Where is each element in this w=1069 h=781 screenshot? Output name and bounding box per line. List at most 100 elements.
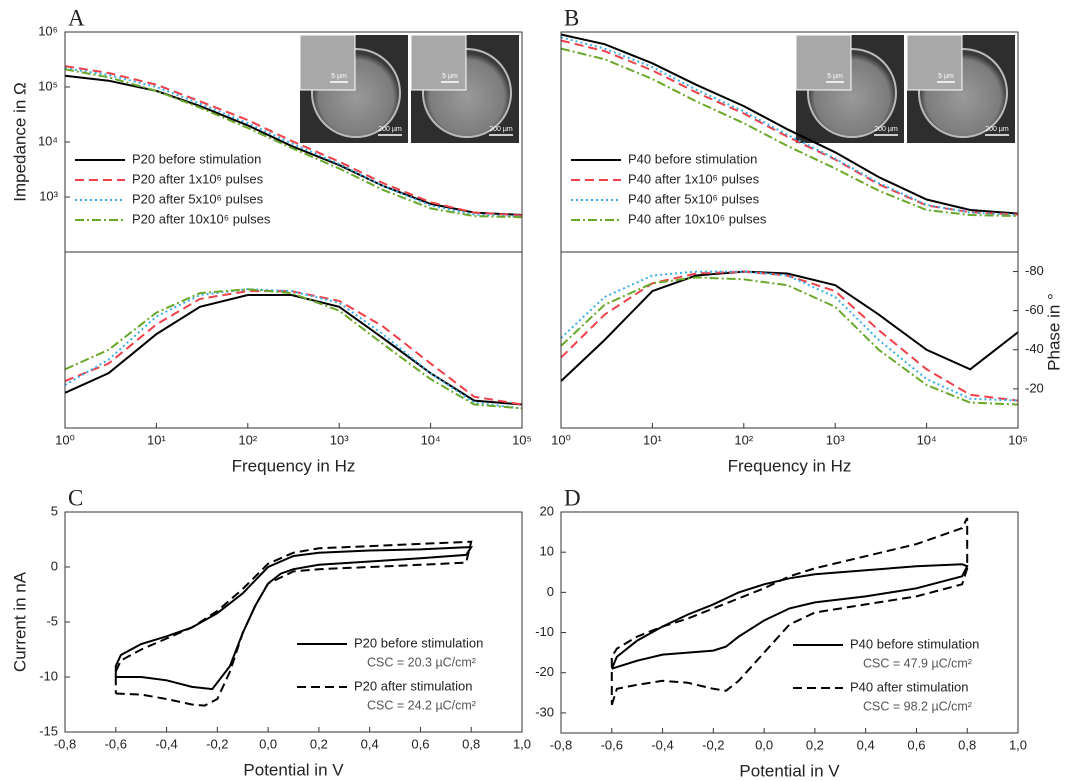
y-tick-label: -10	[39, 668, 58, 683]
y-tick-label: -30	[535, 704, 554, 719]
scale-label: 200 µm	[489, 126, 513, 133]
legend-label: P40 after stimulation	[850, 679, 969, 694]
x-tick-label: 0,4	[857, 737, 875, 752]
x-tick-label: 10³	[330, 432, 349, 447]
legend-label: P40 after 10x10⁶ pulses	[628, 211, 767, 226]
x-tick-label: -0,2	[206, 736, 228, 751]
y-tick-label: -5	[46, 613, 58, 628]
legend-label: P20 after 1x10⁶ pulses	[132, 171, 264, 186]
data-line	[64, 65, 523, 217]
csc-annotation: CSC = 24.2 µC/cm²	[367, 698, 476, 712]
y-tick-label: 5	[51, 503, 58, 518]
micrograph-zoom	[410, 34, 467, 91]
scale-label: 5 µm	[442, 73, 458, 80]
y-tick-label: 10³	[39, 188, 58, 203]
x-tick-label: 10⁴	[917, 432, 937, 447]
x-tick-label: -0,8	[550, 737, 572, 752]
data-line	[64, 290, 523, 406]
panel-letter: C	[68, 485, 83, 510]
x-tick-label: 0,2	[310, 736, 328, 751]
csc-annotation: CSC = 47.9 µC/cm²	[863, 656, 972, 670]
x-tick-label: -0,4	[651, 737, 673, 752]
legend-label: P20 after 5x10⁶ pulses	[132, 191, 264, 206]
x-tick-label: 0,8	[958, 737, 976, 752]
y-tick-label: 0	[51, 558, 58, 573]
data-line	[560, 33, 1019, 215]
x-tick-label: 0,8	[462, 736, 480, 751]
x-tick-label: 1,0	[1009, 737, 1027, 752]
legend-label: P20 after stimulation	[354, 678, 473, 693]
micrograph-zoom	[906, 34, 963, 91]
panel-letter: B	[564, 5, 579, 30]
micrograph-zoom	[795, 34, 852, 91]
x-tick-label: 0,4	[361, 736, 379, 751]
scale-label: 5 µm	[827, 73, 843, 80]
legend-label: P20 before stimulation	[132, 151, 261, 166]
y-tick-label: 10⁶	[38, 23, 58, 38]
x-tick-label: 0,2	[806, 737, 824, 752]
legend-label: P40 before stimulation	[628, 151, 757, 166]
data-line	[610, 517, 969, 706]
scale-label: 200 µm	[378, 126, 402, 133]
y-tick-label: -80	[1025, 263, 1044, 278]
plot-frame	[560, 511, 1019, 734]
x-axis-title: Potential in V	[243, 760, 344, 779]
x-tick-label: 0,6	[411, 736, 429, 751]
data-line	[64, 288, 523, 410]
panel-letter: A	[68, 5, 85, 30]
y-tick-label: -10	[535, 624, 554, 639]
y-tick-label: 10⁵	[38, 78, 58, 93]
y-axis-title: Phase in °	[1044, 293, 1063, 371]
y-tick-label: 10	[540, 544, 554, 559]
panel-letter: D	[564, 485, 581, 510]
x-tick-label: -0,8	[54, 736, 76, 751]
x-axis-title: Potential in V	[739, 761, 840, 780]
y-tick-label: -60	[1025, 302, 1044, 317]
x-tick-label: 10²	[734, 432, 753, 447]
x-tick-label: 10¹	[643, 432, 662, 447]
legend-label: P20 after 10x10⁶ pulses	[132, 211, 271, 226]
data-line	[64, 294, 523, 406]
x-tick-label: 0,0	[259, 736, 277, 751]
x-tick-label: -0,4	[155, 736, 177, 751]
x-tick-label: 1,0	[513, 736, 531, 751]
x-tick-label: 10¹	[147, 432, 166, 447]
scale-label: 5 µm	[331, 73, 347, 80]
data-line	[560, 270, 1019, 402]
x-axis-title: Frequency in Hz	[232, 456, 356, 475]
data-line	[560, 270, 1019, 382]
y-tick-label: -20	[1025, 380, 1044, 395]
x-tick-label: 10⁵	[512, 432, 532, 447]
data-line	[64, 288, 523, 410]
x-tick-label: 10⁴	[421, 432, 441, 447]
plot-frame	[64, 251, 523, 429]
data-line	[64, 68, 523, 219]
x-axis-title: Frequency in Hz	[728, 456, 852, 475]
micrograph-zoom	[299, 34, 356, 91]
x-tick-label: 0,6	[907, 737, 925, 752]
y-tick-label: -15	[39, 723, 58, 738]
csc-annotation: CSC = 20.3 µC/cm²	[367, 655, 476, 669]
y-tick-label: 0	[547, 584, 554, 599]
data-line	[560, 276, 1019, 406]
csc-annotation: CSC = 98.2 µC/cm²	[863, 699, 972, 713]
data-line	[560, 47, 1019, 218]
scale-label: 200 µm	[985, 126, 1009, 133]
legend-label: P20 before stimulation	[354, 635, 483, 650]
x-tick-label: -0,2	[702, 737, 724, 752]
plot-frame	[560, 251, 1019, 429]
x-tick-label: 10⁵	[1008, 432, 1028, 447]
y-tick-label: 20	[540, 503, 554, 518]
x-tick-label: -0,6	[601, 737, 623, 752]
x-tick-label: 10⁰	[55, 432, 75, 447]
data-line	[64, 67, 523, 218]
legend-label: P40 before stimulation	[850, 636, 979, 651]
x-tick-label: -0,6	[105, 736, 127, 751]
legend-label: P40 after 1x10⁶ pulses	[628, 171, 760, 186]
data-line	[610, 563, 969, 670]
y-tick-label: -20	[535, 664, 554, 679]
y-tick-label: -40	[1025, 341, 1044, 356]
scale-label: 5 µm	[938, 73, 954, 80]
scale-label: 200 µm	[874, 126, 898, 133]
